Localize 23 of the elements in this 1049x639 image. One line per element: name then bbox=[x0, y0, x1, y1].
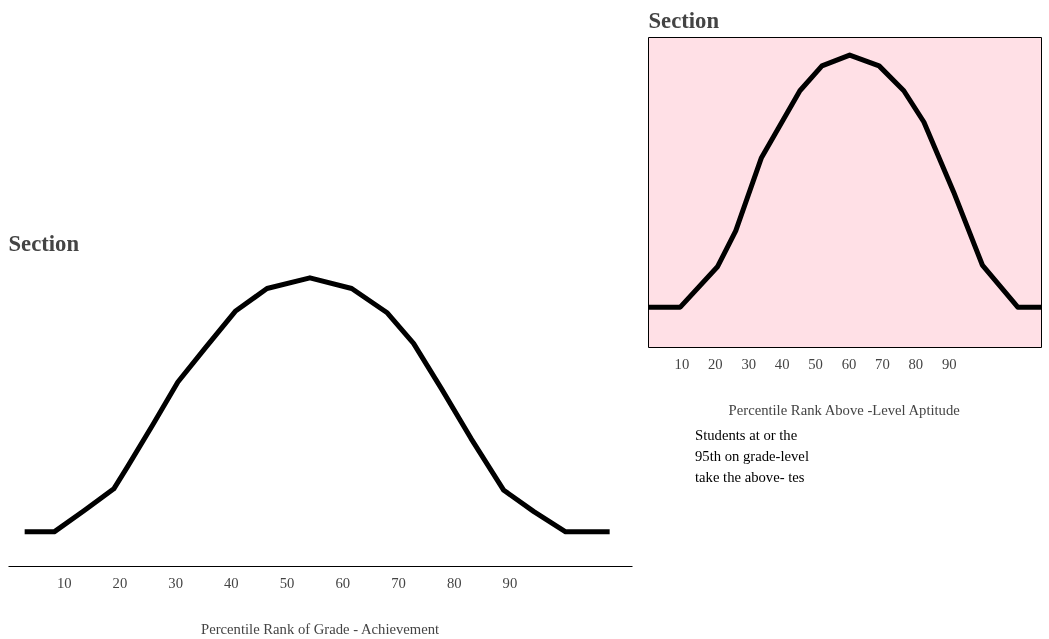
x-tick-label: 10 bbox=[674, 355, 690, 372]
x-axis-title: Percentile Rank of Grade - Achievement bbox=[201, 620, 440, 637]
x-tick-label: 80 bbox=[446, 574, 462, 591]
chart-title: Section bbox=[648, 7, 720, 33]
x-tick-label: 70 bbox=[875, 355, 890, 372]
x-tick-label: 20 bbox=[708, 355, 723, 372]
x-tick-label: 50 bbox=[808, 355, 823, 372]
text: Students at or the 95th on grade-level take the above- tes bbox=[695, 426, 810, 487]
x-tick-label: 70 bbox=[391, 574, 406, 591]
x-tick-label: 30 bbox=[741, 355, 757, 372]
x-tick-label: 30 bbox=[168, 574, 183, 591]
x-tick-label: 80 bbox=[908, 355, 924, 372]
x-tick-label: 40 bbox=[224, 574, 239, 591]
x-tick-label: 40 bbox=[774, 355, 790, 372]
x-axis-title: Percentile Rank Above -Level Aptitude bbox=[728, 401, 960, 418]
x-tick-label: 60 bbox=[841, 355, 857, 372]
x-tick-label: 60 bbox=[335, 574, 351, 591]
x-tick-label: 90 bbox=[941, 355, 957, 372]
x-tick-label: 20 bbox=[112, 574, 128, 591]
x-tick-label: 50 bbox=[279, 574, 295, 591]
x-tick-label: 10 bbox=[56, 574, 72, 591]
x-tick-label: 90 bbox=[502, 574, 518, 591]
chart-title: Section bbox=[8, 230, 80, 256]
